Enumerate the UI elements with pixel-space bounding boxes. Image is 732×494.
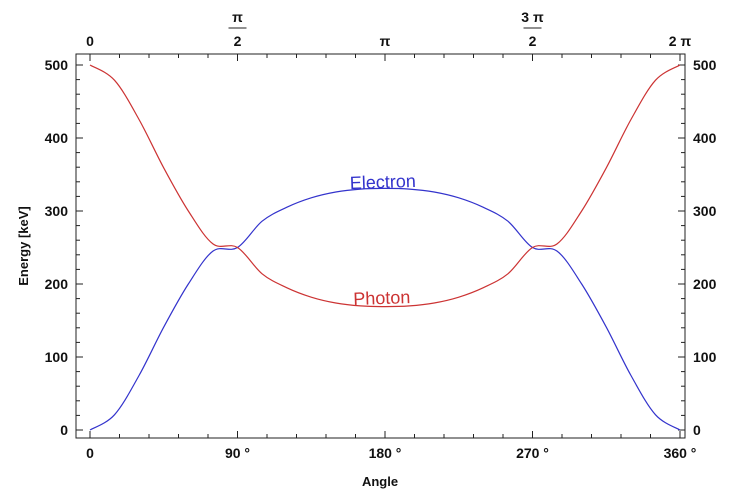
- electron-curve: [89, 187, 681, 431]
- y-axis-title: Energy [keV]: [16, 206, 31, 285]
- x-top-tick-denominator: 2: [234, 33, 242, 49]
- photon-label: Photon: [353, 287, 411, 309]
- x-axis-title: Angle: [362, 474, 398, 489]
- x-tick-label: 90 °: [225, 445, 250, 461]
- x-top-tick-label: 2 π: [669, 33, 692, 49]
- y-tick-label: 300: [45, 203, 69, 219]
- x-tick-label: 360 °: [664, 445, 697, 461]
- y-right-tick-label: 500: [693, 57, 717, 73]
- ticks-layer: 0 90 ° 180 ° 270 ° 360 ° 0 0 100 100 200 200 300 300…: [45, 9, 717, 461]
- x-top-tick-label: 0: [86, 33, 94, 49]
- y-right-tick-label: 300: [693, 203, 717, 219]
- x-tick-label: 180 °: [369, 445, 402, 461]
- y-right-tick-label: 100: [693, 349, 717, 365]
- x-tick-label: 270 °: [516, 445, 549, 461]
- curves-layer: [89, 64, 681, 431]
- y-tick-label: 100: [45, 349, 69, 365]
- x-top-tick-numerator: π: [232, 9, 243, 25]
- y-tick-label: 500: [45, 57, 69, 73]
- electron-label: Electron: [349, 171, 416, 193]
- y-right-tick-label: 400: [693, 130, 717, 146]
- y-tick-label: 0: [60, 422, 68, 438]
- y-tick-label: 200: [45, 276, 69, 292]
- x-top-tick-numerator: 3 π: [521, 9, 544, 25]
- plot-frame: [75, 53, 686, 439]
- photon-curve: [89, 64, 681, 308]
- y-right-tick-label: 0: [693, 422, 701, 438]
- x-top-tick-denominator: 2: [529, 33, 537, 49]
- x-top-tick-label: π: [380, 33, 391, 49]
- y-right-tick-label: 200: [693, 276, 717, 292]
- x-tick-label: 0: [86, 445, 94, 461]
- y-tick-label: 400: [45, 130, 69, 146]
